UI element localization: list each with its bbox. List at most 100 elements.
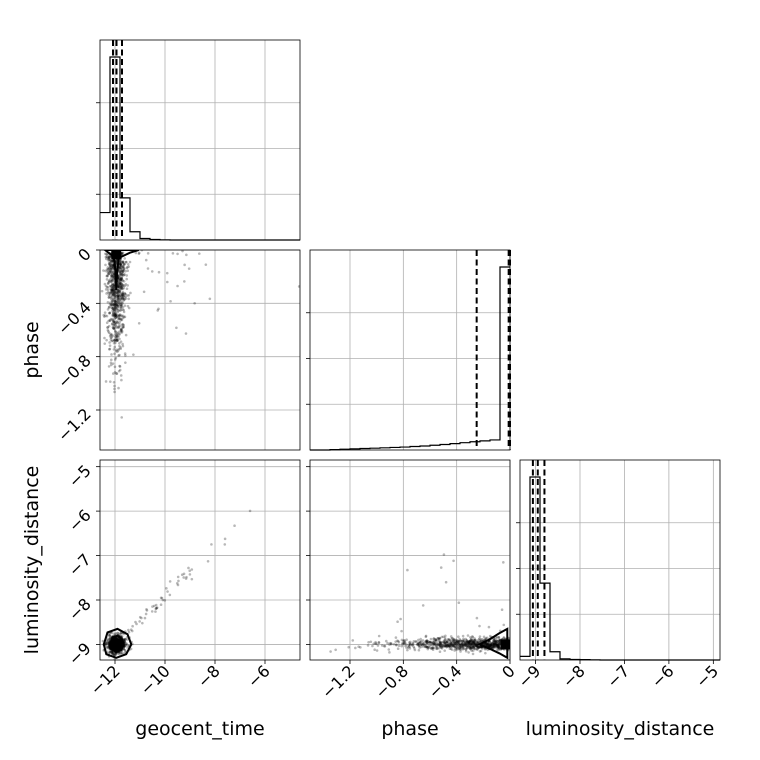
sample-point (111, 299, 115, 303)
sample-point (105, 314, 109, 318)
sample-point (473, 637, 476, 640)
sample-point (493, 639, 497, 643)
sample-point (113, 314, 117, 318)
sample-point (472, 642, 476, 646)
sample-point (467, 641, 471, 645)
sample-point (424, 645, 427, 648)
sample-point (114, 306, 117, 310)
sample-point (119, 329, 123, 332)
sample-point (502, 636, 506, 639)
sample-point (114, 653, 118, 657)
sample-point (445, 645, 448, 649)
sample-point (115, 320, 119, 323)
sample-point (390, 642, 393, 646)
sample-point (119, 346, 122, 349)
sample-point (110, 275, 113, 279)
sample-point (463, 644, 467, 648)
sample-point (463, 643, 466, 647)
sample-point (155, 606, 159, 609)
x-tick-label: −9 (514, 661, 544, 691)
sample-point (414, 640, 418, 643)
sample-point (427, 646, 430, 650)
sample-point (397, 644, 401, 648)
sample-point (116, 335, 119, 338)
sample-point (459, 645, 463, 649)
sample-point (117, 291, 120, 294)
sample-point (188, 573, 192, 576)
sample-point (114, 335, 118, 338)
sample-point (154, 610, 157, 613)
sample-point (421, 643, 424, 647)
sample-point (118, 291, 121, 295)
sample-point (448, 642, 452, 646)
sample-point (117, 297, 120, 301)
sample-point (443, 649, 447, 652)
sample-point (406, 568, 409, 572)
sample-point (185, 575, 188, 579)
sample-point (118, 285, 122, 289)
sample-point (134, 620, 137, 624)
sample-point (118, 365, 122, 368)
sample-point (462, 643, 465, 647)
sample-point (105, 292, 108, 295)
sample-point (477, 645, 481, 649)
sample-point (117, 332, 120, 336)
sample-point (428, 641, 432, 644)
sample-point (109, 338, 113, 341)
sample-point (124, 354, 127, 357)
sample-point (115, 261, 118, 265)
sample-point (443, 641, 447, 645)
sample-point (470, 637, 473, 640)
sample-point (122, 260, 125, 264)
sample-point (351, 639, 355, 642)
sample-point (116, 294, 120, 298)
sample-point (366, 644, 370, 647)
x-tick-label: −10 (137, 661, 174, 698)
sample-point (124, 282, 128, 286)
sample-point (465, 639, 469, 642)
sample-point (465, 642, 469, 646)
sample-point (419, 643, 423, 646)
sample-point (493, 645, 496, 649)
y-axis-label-luminosity_distance: luminosity_distance (21, 466, 43, 655)
sample-point (456, 641, 460, 644)
sample-point (413, 648, 417, 652)
sample-point (455, 646, 458, 650)
sample-point (127, 297, 130, 301)
sample-layer (101, 509, 252, 660)
sample-point (395, 643, 398, 647)
sample-point (113, 302, 117, 306)
sample-point (110, 265, 113, 269)
sample-point (469, 645, 472, 648)
sample-point (119, 297, 123, 300)
sample-point (394, 640, 397, 643)
sample-point (109, 301, 112, 304)
sample-point (112, 327, 116, 330)
sample-point (435, 643, 438, 647)
sample-point (433, 642, 436, 646)
sample-point (119, 277, 123, 281)
sample-point (111, 293, 115, 297)
sample-point (123, 640, 127, 643)
sample-point (492, 644, 496, 648)
sample-point (479, 649, 483, 653)
panel-frame (99, 39, 301, 241)
sample-point (109, 268, 113, 272)
sample-point (117, 369, 121, 373)
sample-point (425, 640, 428, 643)
sample-point (110, 274, 113, 278)
sample-point (115, 303, 119, 307)
sample-point (438, 645, 442, 648)
sample-point (121, 323, 125, 326)
sample-point (122, 315, 126, 319)
sample-point (115, 637, 119, 641)
panel-frame (309, 249, 511, 451)
sample-point (111, 288, 114, 292)
x-tick-label: −5 (692, 661, 722, 691)
sample-point (471, 635, 474, 638)
sample-point (118, 270, 122, 273)
sample-point (109, 363, 113, 367)
sample-point (466, 644, 469, 647)
sample-layer (329, 553, 510, 660)
sample-point (108, 650, 112, 654)
